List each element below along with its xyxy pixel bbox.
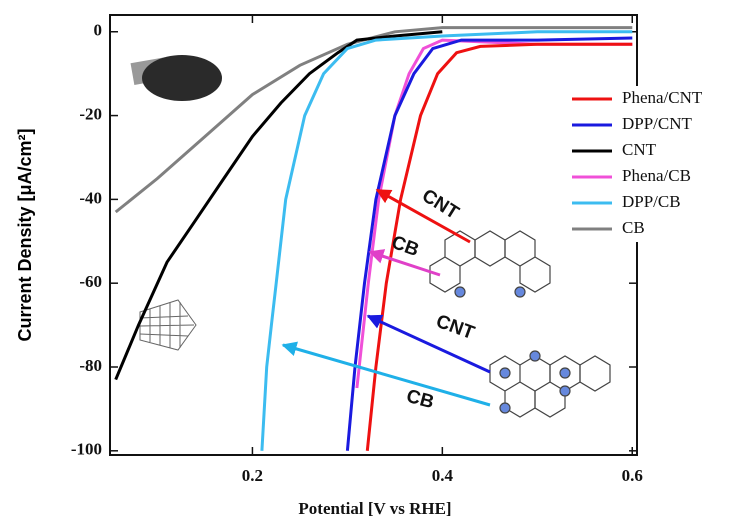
legend-label: CB — [622, 218, 645, 237]
phena-molecule — [429, 230, 551, 298]
y-tick-label: -100 — [71, 440, 102, 459]
x-tick-label: 0.2 — [242, 466, 263, 485]
annotation-arrow — [368, 249, 441, 277]
annotation-arrow — [366, 314, 491, 374]
annotation-arrow — [281, 341, 491, 407]
cb-powder-image — [130, 55, 222, 101]
legend-label: Phena/CB — [622, 166, 691, 185]
x-tick-label: 0.4 — [432, 466, 454, 485]
y-tick-label: -60 — [79, 272, 102, 291]
dpp-molecule — [489, 350, 611, 418]
annotation-label: CNT — [433, 311, 477, 344]
y-axis-title: Current Density [μA/cm²] — [15, 128, 35, 341]
legend-label: Phena/CNT — [622, 88, 703, 107]
data-line — [114, 30, 443, 381]
cnt-image — [139, 299, 197, 351]
data-line — [260, 30, 633, 451]
data-line — [345, 36, 633, 451]
data-line — [114, 26, 633, 214]
annotation-label: CB — [389, 232, 422, 261]
y-tick-label: 0 — [94, 21, 103, 40]
y-tick-label: -40 — [79, 188, 102, 207]
legend-label: DPP/CB — [622, 192, 681, 211]
x-tick-label: 0.6 — [622, 466, 643, 485]
y-tick-label: -80 — [79, 356, 102, 375]
legend-label: CNT — [622, 140, 657, 159]
annotation-label: CB — [404, 386, 436, 413]
x-axis-title: Potential [V vs RHE] — [298, 499, 451, 518]
annotation-arrow — [375, 188, 471, 244]
y-tick-label: -20 — [79, 104, 102, 123]
legend-label: DPP/CNT — [622, 114, 693, 133]
